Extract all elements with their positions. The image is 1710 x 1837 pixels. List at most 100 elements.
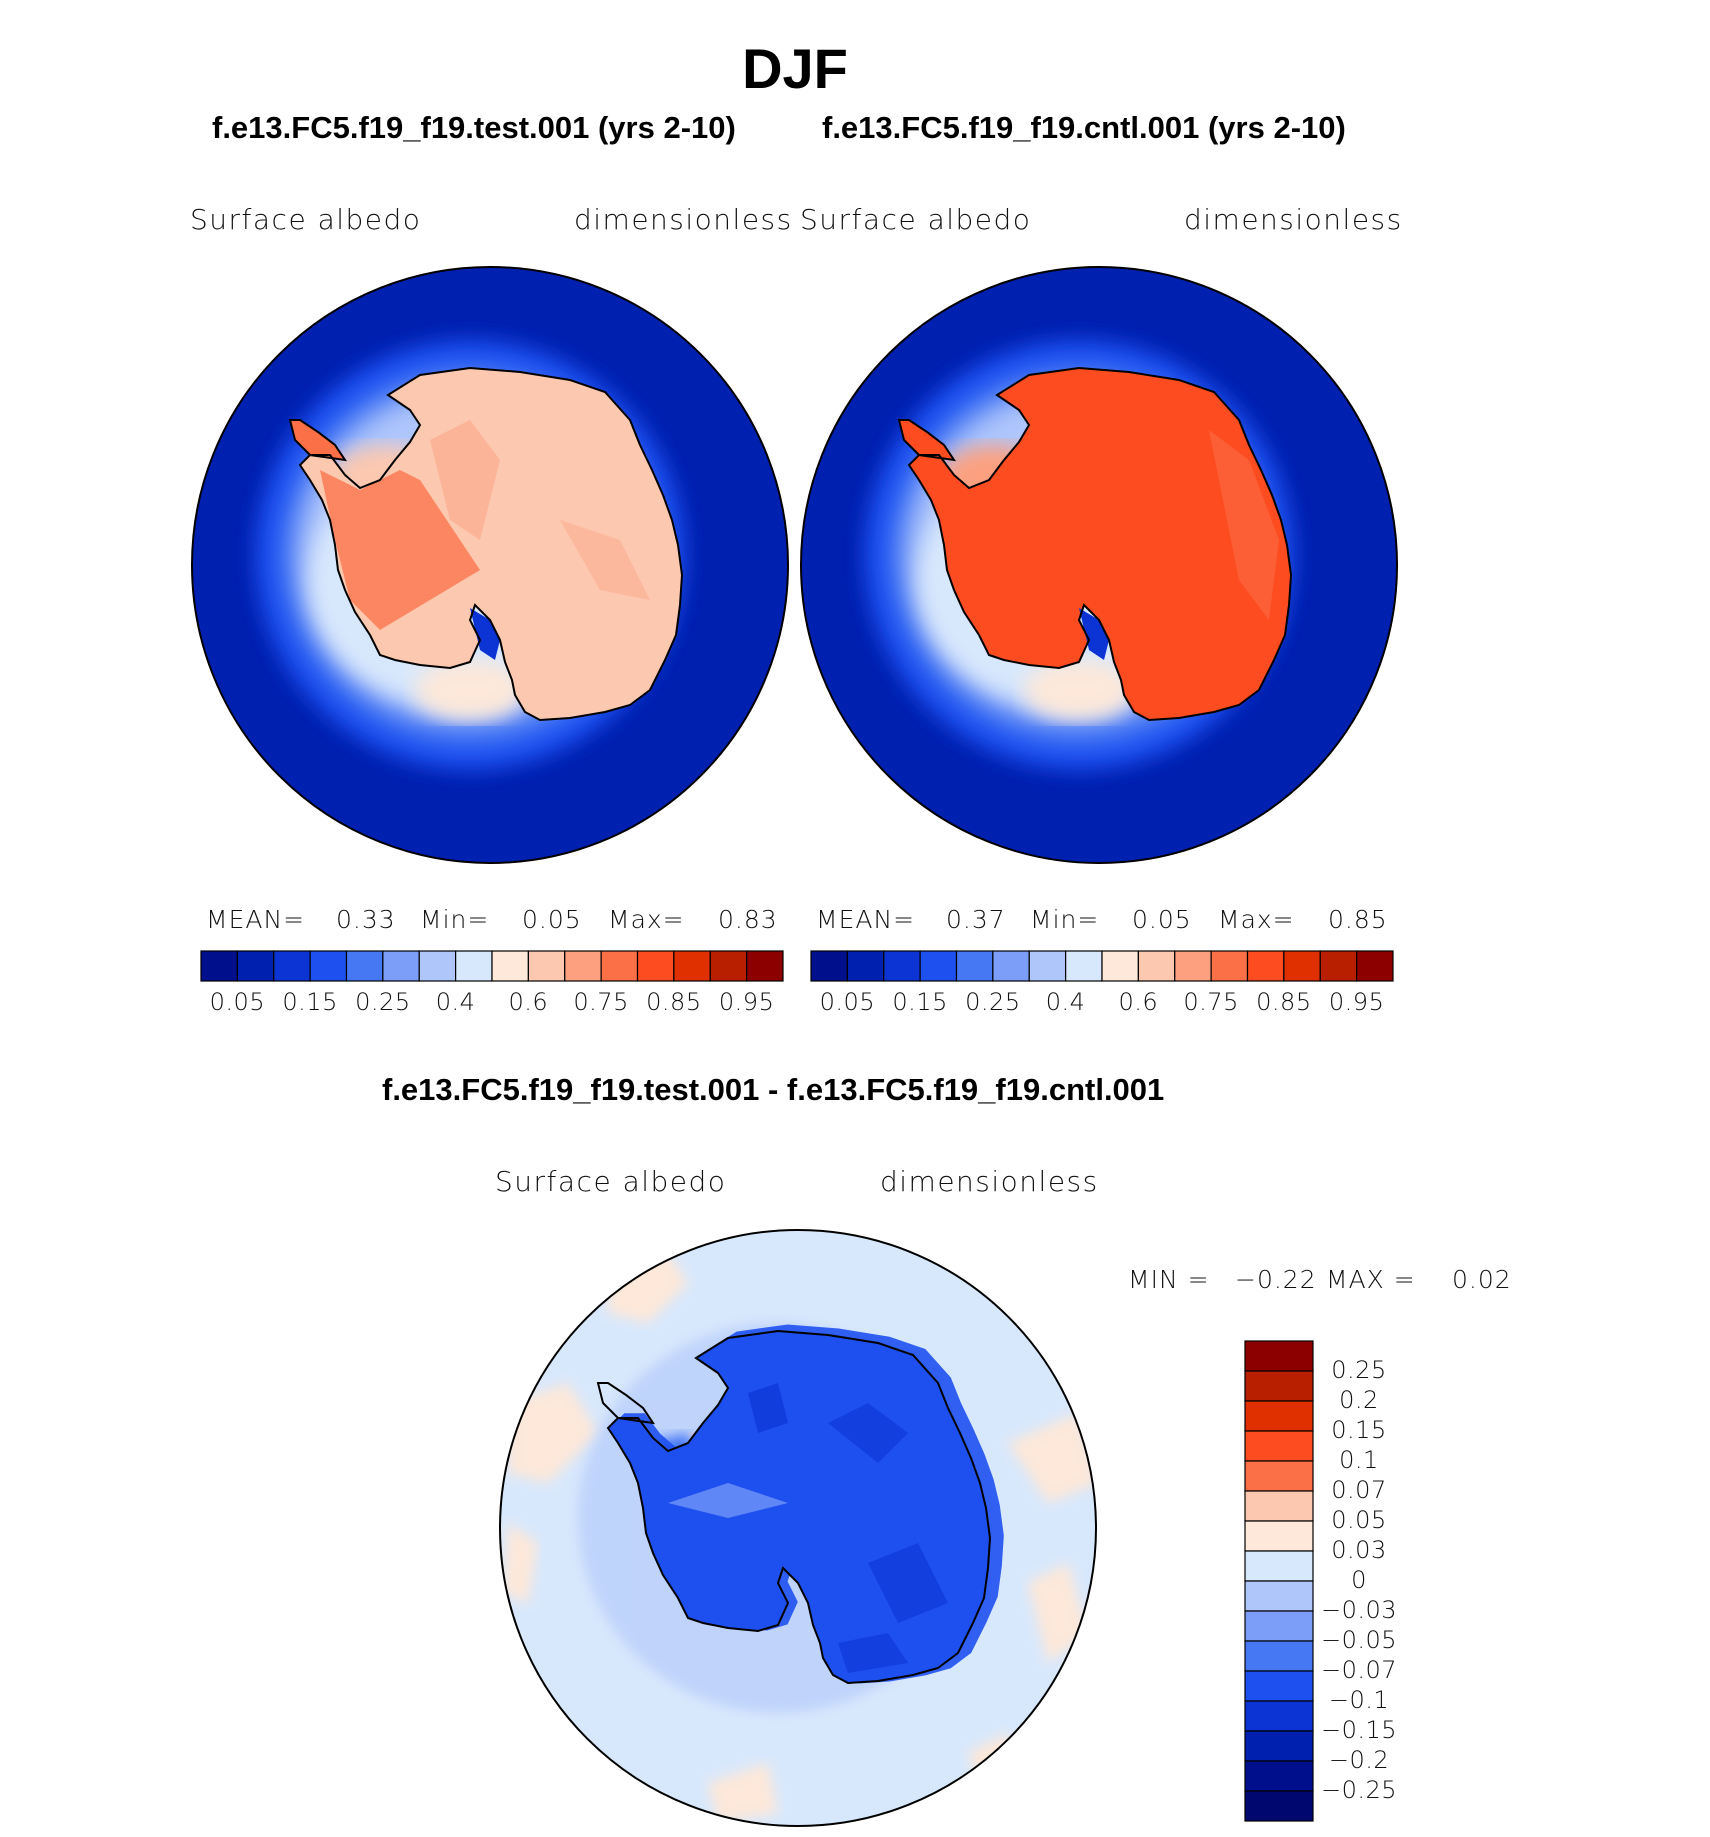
test-colorbar-swatch bbox=[564, 950, 602, 982]
diff-colorbar-swatch bbox=[1244, 1400, 1314, 1432]
diff-colorbar-tick-label: 0.05 bbox=[1331, 1506, 1387, 1534]
test-variable-label: Surface albedo bbox=[190, 203, 422, 236]
cntl-colorbar-swatch bbox=[955, 950, 994, 982]
test-colorbar-tick-label: 0.05 bbox=[209, 988, 266, 1016]
cntl-max-value: 0.85 bbox=[1328, 905, 1388, 934]
test-colorbar-swatch bbox=[236, 950, 275, 982]
cntl-colorbar-swatch bbox=[846, 950, 885, 982]
test-colorbar-swatch bbox=[455, 950, 493, 982]
cntl-colorbar-swatch bbox=[883, 950, 921, 982]
diff-colorbar-tick-label: −0.25 bbox=[1320, 1776, 1398, 1804]
cntl-colorbar-swatch bbox=[1210, 950, 1249, 982]
diff-colorbar-swatch bbox=[1244, 1790, 1314, 1822]
diff-colorbar-tick-label: 0.15 bbox=[1331, 1416, 1387, 1444]
diff-max-label: MAX = bbox=[1326, 1265, 1416, 1294]
diff-colorbar-swatch bbox=[1244, 1730, 1314, 1762]
test-mean-label: MEAN= bbox=[206, 905, 306, 934]
test-colorbar-swatch bbox=[273, 950, 311, 982]
test-colorbar-swatch bbox=[309, 950, 348, 982]
diff-min-value: −0.22 bbox=[1235, 1265, 1317, 1294]
diff-colorbar-swatch bbox=[1244, 1670, 1314, 1702]
diff-colorbar bbox=[1244, 1340, 1314, 1822]
test-colorbar-tick-label: 0.95 bbox=[718, 988, 775, 1016]
cntl-colorbar-swatch bbox=[1356, 950, 1394, 982]
diff-colorbar-swatch bbox=[1244, 1340, 1314, 1372]
diff-colorbar-tick-label: 0 bbox=[1351, 1566, 1367, 1594]
test-colorbar-tick-label: 0.15 bbox=[282, 988, 338, 1016]
test-case-title: f.e13.FC5.f19_f19.test.001 (yrs 2-10) bbox=[212, 110, 736, 145]
diff-colorbar-tick-label: 0.07 bbox=[1331, 1476, 1387, 1504]
cntl-units-label: dimensionless bbox=[1184, 203, 1403, 236]
test-max-value: 0.83 bbox=[718, 905, 778, 934]
diff-variable-label: Surface albedo bbox=[495, 1165, 727, 1198]
diff-colorbar-tick-label: 0.03 bbox=[1331, 1536, 1387, 1564]
cntl-colorbar-swatch bbox=[1283, 950, 1321, 982]
diff-colorbar-tick-label: −0.05 bbox=[1320, 1626, 1398, 1654]
diff-colorbar-swatch bbox=[1244, 1490, 1314, 1522]
diff-case-title: f.e13.FC5.f19_f19.test.001 - f.e13.FC5.f… bbox=[382, 1072, 1165, 1107]
cntl-colorbar-tick-label: 0.95 bbox=[1328, 988, 1385, 1016]
cntl-colorbar-swatch bbox=[1065, 950, 1103, 982]
test-colorbar-ticks: 0.05 0.15 0.25 0.4 0.6 0.75 0.85 0.95 bbox=[200, 988, 784, 1018]
diff-colorbar-ticks: 0.25 0.2 0.15 0.1 0.07 0.05 0.03 0 −0.03 −0.05 −0.… bbox=[1320, 1340, 1520, 1822]
test-units-label: dimensionless bbox=[574, 203, 793, 236]
test-colorbar-swatch bbox=[636, 950, 675, 982]
cntl-mean-label: MEAN= bbox=[816, 905, 916, 934]
cntl-colorbar-tick-label: 0.75 bbox=[1183, 988, 1239, 1016]
test-colorbar-tick-label: 0.6 bbox=[508, 988, 549, 1016]
test-min-value: 0.05 bbox=[522, 905, 582, 934]
cntl-colorbar-swatch bbox=[1319, 950, 1358, 982]
cntl-colorbar-swatch bbox=[810, 950, 848, 982]
test-max-label: Max= bbox=[608, 905, 685, 934]
cntl-colorbar-ticks: 0.05 0.15 0.25 0.4 0.6 0.75 0.85 0.95 bbox=[810, 988, 1394, 1018]
test-min-label: Min= bbox=[420, 905, 490, 934]
diff-colorbar-swatch bbox=[1244, 1520, 1314, 1552]
test-colorbar-swatch bbox=[673, 950, 711, 982]
test-colorbar-tick-label: 0.75 bbox=[573, 988, 629, 1016]
test-colorbar-tick-label: 0.4 bbox=[435, 988, 476, 1016]
diff-colorbar-tick-label: 0.25 bbox=[1331, 1356, 1387, 1384]
cntl-colorbar-swatch bbox=[1246, 950, 1285, 982]
diff-units-label: dimensionless bbox=[880, 1165, 1099, 1198]
test-colorbar-swatch bbox=[600, 950, 639, 982]
diff-colorbar-tick-label: 0.2 bbox=[1339, 1386, 1379, 1414]
cntl-colorbar-swatch bbox=[1174, 950, 1212, 982]
cntl-colorbar-tick-label: 0.4 bbox=[1045, 988, 1086, 1016]
cntl-colorbar-swatch bbox=[1028, 950, 1067, 982]
cntl-colorbar-tick-label: 0.15 bbox=[892, 988, 948, 1016]
diff-colorbar-swatch bbox=[1244, 1460, 1314, 1492]
diff-colorbar-tick-label: −0.07 bbox=[1320, 1656, 1398, 1684]
diff-colorbar-swatch bbox=[1244, 1760, 1314, 1792]
diff-albedo-map bbox=[499, 1229, 1097, 1827]
cntl-colorbar-tick-label: 0.85 bbox=[1256, 988, 1312, 1016]
diff-min-label: MIN = bbox=[1128, 1265, 1210, 1294]
cntl-variable-label: Surface albedo bbox=[800, 203, 1032, 236]
diff-colorbar-swatch bbox=[1244, 1700, 1314, 1732]
test-colorbar-swatch bbox=[382, 950, 420, 982]
diff-colorbar-swatch bbox=[1244, 1430, 1314, 1462]
cntl-colorbar-swatch bbox=[919, 950, 958, 982]
cntl-colorbar-swatch bbox=[992, 950, 1030, 982]
cntl-max-label: Max= bbox=[1218, 905, 1295, 934]
diff-colorbar-swatch bbox=[1244, 1610, 1314, 1642]
test-colorbar-swatch bbox=[746, 950, 784, 982]
diff-colorbar-tick-label: −0.03 bbox=[1320, 1596, 1398, 1624]
test-mean-value: 0.33 bbox=[336, 905, 396, 934]
diff-colorbar-tick-label: −0.2 bbox=[1328, 1746, 1390, 1774]
test-colorbar-swatch bbox=[200, 950, 238, 982]
test-colorbar-tick-label: 0.85 bbox=[646, 988, 702, 1016]
test-colorbar-swatch bbox=[418, 950, 457, 982]
diff-colorbar-tick-label: −0.15 bbox=[1320, 1716, 1398, 1744]
cntl-colorbar-tick-label: 0.05 bbox=[819, 988, 876, 1016]
cntl-colorbar-tick-label: 0.6 bbox=[1118, 988, 1159, 1016]
diff-colorbar-tick-label: −0.1 bbox=[1328, 1686, 1390, 1714]
test-colorbar-swatch bbox=[491, 950, 529, 982]
diff-colorbar-swatch bbox=[1244, 1370, 1314, 1402]
cntl-case-title: f.e13.FC5.f19_f19.cntl.001 (yrs 2-10) bbox=[822, 110, 1346, 145]
test-colorbar bbox=[200, 950, 784, 982]
test-colorbar-tick-label: 0.25 bbox=[355, 988, 411, 1016]
test-colorbar-swatch bbox=[709, 950, 748, 982]
page-title: DJF bbox=[742, 37, 848, 100]
cntl-mean-value: 0.37 bbox=[946, 905, 1006, 934]
diff-colorbar-swatch bbox=[1244, 1640, 1314, 1672]
